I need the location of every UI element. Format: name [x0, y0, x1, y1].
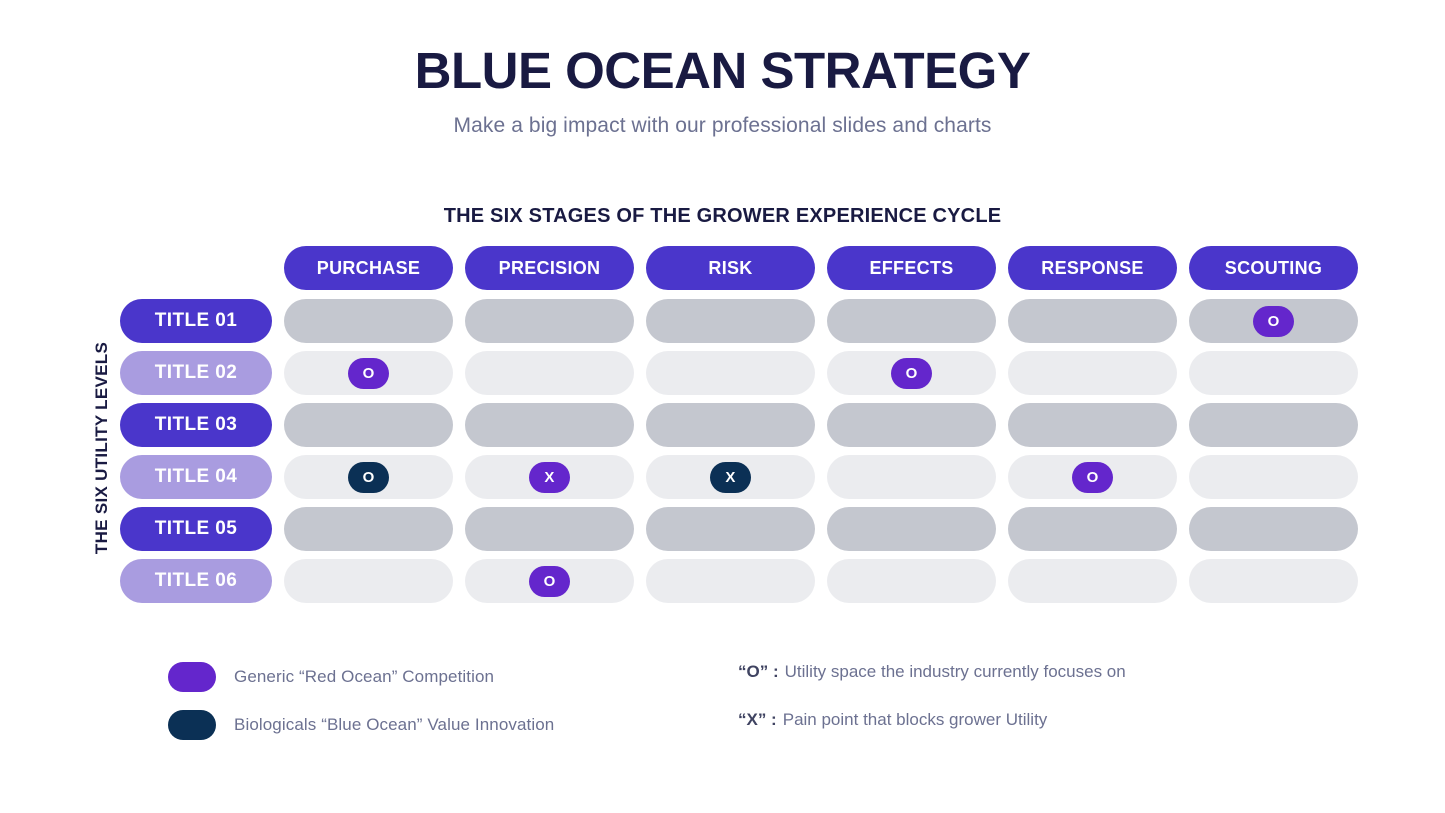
matrix-title: THE SIX STAGES OF THE GROWER EXPERIENCE …	[443, 205, 1002, 227]
matrix-row: TITLE 03	[120, 403, 1358, 447]
legend-key-description: Utility space the industry currently foc…	[784, 662, 1126, 681]
matrix-cell[interactable]	[1008, 403, 1177, 447]
marker-x-navy: X	[710, 461, 751, 493]
legend-label: Biologicals “Blue Ocean” Value Innovatio…	[234, 715, 555, 734]
row-label-title-02[interactable]: TITLE 02	[120, 351, 272, 395]
matrix-row: TITLE 05	[120, 507, 1358, 551]
matrix-corner-spacer	[120, 246, 272, 290]
matrix-cell[interactable]: X	[465, 455, 634, 499]
matrix-cell[interactable]	[827, 455, 996, 499]
marker-o-purple: O	[529, 565, 570, 597]
page-title: BLUE OCEAN STRATEGY	[414, 42, 1031, 99]
vertical-axis-label-text: THE SIX UTILITY LEVELS	[92, 341, 112, 554]
matrix-cell[interactable]	[827, 559, 996, 603]
column-header-response[interactable]: RESPONSE	[1008, 246, 1177, 290]
matrix-cell[interactable]	[1189, 559, 1358, 603]
matrix-row: TITLE 06 O	[120, 559, 1358, 603]
matrix-body: TITLE 01 O TITLE 02 O O TITLE 03 TITLE 04 O X X O T…	[120, 299, 1358, 603]
matrix-cell[interactable]: O	[284, 455, 453, 499]
vertical-axis-label: THE SIX UTILITY LEVELS	[88, 295, 116, 600]
matrix-cell[interactable]	[1189, 455, 1358, 499]
matrix-cell[interactable]	[1008, 299, 1177, 343]
matrix-cell[interactable]	[465, 351, 634, 395]
legend: Generic “Red Ocean” Competition Biologica…	[168, 662, 1268, 740]
legend-key-item: “X” : Pain point that blocks grower Utili…	[738, 710, 1126, 740]
column-header-group: PURCHASE PRECISION RISK EFFECTS RESPONSE SCOU…	[284, 246, 1358, 290]
marker-o-navy: O	[348, 461, 389, 493]
page-subtitle: Make a big impact with our professional …	[453, 113, 992, 137]
slide-header: BLUE OCEAN STRATEGY Make a big impact wi…	[0, 44, 1445, 138]
matrix-cell[interactable]	[1008, 559, 1177, 603]
matrix-row: TITLE 01 O	[120, 299, 1358, 343]
matrix-cell[interactable]	[465, 507, 634, 551]
marker-o-purple: O	[891, 357, 932, 389]
matrix-cell[interactable]	[646, 507, 815, 551]
column-header-precision[interactable]: PRECISION	[465, 246, 634, 290]
column-header-effects[interactable]: EFFECTS	[827, 246, 996, 290]
column-header-risk[interactable]: RISK	[646, 246, 815, 290]
marker-o-purple: O	[1253, 305, 1294, 337]
matrix-cell[interactable]: O	[284, 351, 453, 395]
legend-label: Generic “Red Ocean” Competition	[234, 667, 495, 686]
matrix-cell[interactable]	[827, 507, 996, 551]
matrix-cell[interactable]	[646, 351, 815, 395]
row-label-title-06[interactable]: TITLE 06	[120, 559, 272, 603]
row-label-title-01[interactable]: TITLE 01	[120, 299, 272, 343]
marker-o-purple: O	[348, 357, 389, 389]
legend-key-symbol: “X” :	[738, 710, 777, 729]
legend-swatch-group: Generic “Red Ocean” Competition Biologica…	[168, 662, 738, 740]
matrix-grid: PURCHASE PRECISION RISK EFFECTS RESPONSE SCOU…	[120, 246, 1358, 603]
matrix-row: TITLE 04 O X X O	[120, 455, 1358, 499]
matrix-cell[interactable]	[646, 299, 815, 343]
row-label-title-03[interactable]: TITLE 03	[120, 403, 272, 447]
matrix-cell[interactable]	[284, 559, 453, 603]
utility-matrix: THE SIX UTILITY LEVELS PURCHASE PRECISION…	[90, 246, 1358, 603]
marker-o-purple: O	[1072, 461, 1113, 493]
matrix-cell[interactable]	[284, 507, 453, 551]
matrix-row: TITLE 02 O O	[120, 351, 1358, 395]
matrix-cell[interactable]	[284, 299, 453, 343]
matrix-cell[interactable]	[1189, 403, 1358, 447]
matrix-cell[interactable]	[646, 403, 815, 447]
row-label-title-05[interactable]: TITLE 05	[120, 507, 272, 551]
matrix-header-row: PURCHASE PRECISION RISK EFFECTS RESPONSE SCOU…	[120, 246, 1358, 290]
marker-x-purple: X	[529, 461, 570, 493]
legend-item: Generic “Red Ocean” Competition	[168, 662, 738, 692]
matrix-cell[interactable]	[465, 403, 634, 447]
matrix-cell[interactable]	[1008, 351, 1177, 395]
matrix-cell[interactable]: O	[465, 559, 634, 603]
matrix-cell[interactable]	[1008, 507, 1177, 551]
matrix-cell[interactable]: O	[1189, 299, 1358, 343]
matrix-cell[interactable]	[284, 403, 453, 447]
matrix-cell[interactable]: X	[646, 455, 815, 499]
matrix-cell[interactable]	[646, 559, 815, 603]
legend-key-symbol: “O” :	[738, 662, 779, 681]
legend-swatch-purple	[168, 662, 216, 692]
row-label-title-04[interactable]: TITLE 04	[120, 455, 272, 499]
matrix-cell[interactable]: O	[827, 351, 996, 395]
legend-key-item: “O” : Utility space the industry currentl…	[738, 662, 1126, 692]
column-header-scouting[interactable]: SCOUTING	[1189, 246, 1358, 290]
matrix-cell[interactable]	[827, 299, 996, 343]
matrix-cell[interactable]	[1189, 507, 1358, 551]
legend-key-group: “O” : Utility space the industry currentl…	[738, 662, 1126, 740]
legend-key-description: Pain point that blocks grower Utility	[782, 710, 1048, 729]
matrix-cell[interactable]	[1189, 351, 1358, 395]
matrix-cell[interactable]: O	[1008, 455, 1177, 499]
column-header-purchase[interactable]: PURCHASE	[284, 246, 453, 290]
legend-swatch-navy	[168, 710, 216, 740]
matrix-cell[interactable]	[465, 299, 634, 343]
matrix-cell[interactable]	[827, 403, 996, 447]
legend-item: Biologicals “Blue Ocean” Value Innovatio…	[168, 710, 738, 740]
